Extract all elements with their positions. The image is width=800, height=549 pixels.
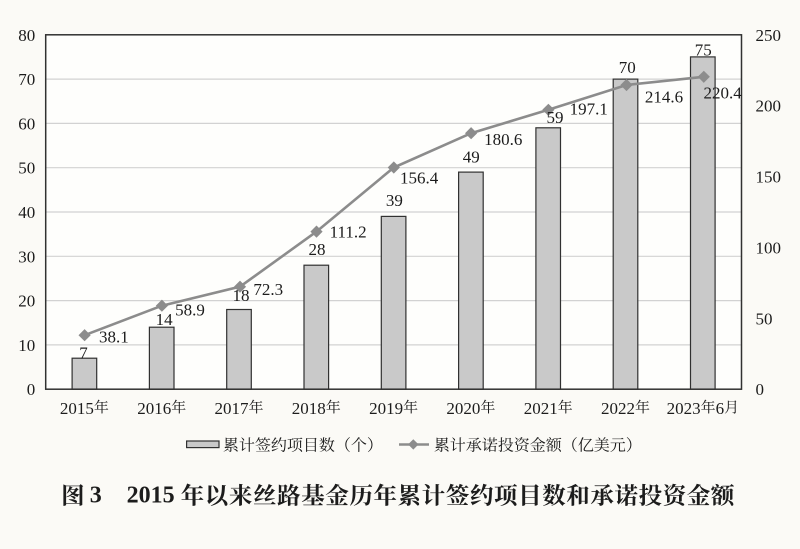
- svg-text:28: 28: [309, 240, 326, 259]
- svg-text:111.2: 111.2: [330, 223, 367, 242]
- svg-text:2019: 2019: [369, 399, 403, 418]
- svg-text:2022: 2022: [601, 399, 635, 418]
- svg-text:0: 0: [27, 380, 36, 399]
- svg-text:80: 80: [18, 26, 35, 45]
- svg-text:0: 0: [756, 380, 765, 399]
- svg-text:2023: 2023: [667, 399, 701, 418]
- svg-text:150: 150: [756, 168, 782, 187]
- svg-text:72.3: 72.3: [253, 280, 283, 299]
- svg-text:18: 18: [233, 286, 250, 305]
- svg-text:70: 70: [619, 58, 636, 77]
- svg-text:50: 50: [756, 309, 773, 328]
- svg-text:197.1: 197.1: [570, 100, 608, 119]
- svg-text:7: 7: [79, 343, 88, 362]
- svg-text:2017: 2017: [215, 399, 250, 418]
- svg-text:14: 14: [156, 310, 174, 329]
- svg-text:59: 59: [547, 108, 564, 127]
- svg-text:200: 200: [756, 97, 782, 116]
- svg-text:2018: 2018: [292, 399, 326, 418]
- svg-text:60: 60: [18, 114, 35, 133]
- svg-text:20: 20: [18, 292, 35, 311]
- svg-text:220.4: 220.4: [704, 83, 743, 102]
- svg-text:180.6: 180.6: [484, 130, 522, 149]
- svg-text:2016: 2016: [137, 399, 171, 418]
- svg-text:100: 100: [756, 238, 782, 257]
- svg-text:2020: 2020: [446, 399, 480, 418]
- svg-text:39: 39: [386, 191, 403, 210]
- svg-text:2015: 2015: [127, 483, 175, 509]
- svg-text:70: 70: [18, 70, 35, 89]
- svg-text:75: 75: [695, 40, 712, 59]
- svg-text:49: 49: [463, 148, 480, 167]
- svg-text:2015: 2015: [60, 399, 94, 418]
- svg-text:58.9: 58.9: [175, 300, 205, 319]
- svg-text:156.4: 156.4: [400, 168, 439, 187]
- svg-text:40: 40: [18, 203, 35, 222]
- svg-text:6: 6: [716, 399, 725, 418]
- svg-text:30: 30: [18, 247, 35, 266]
- svg-text:10: 10: [18, 336, 35, 355]
- svg-text:50: 50: [18, 159, 35, 178]
- svg-text:38.1: 38.1: [99, 327, 129, 346]
- svg-text:214.6: 214.6: [645, 88, 683, 107]
- svg-text:2021: 2021: [524, 399, 558, 418]
- svg-text:3: 3: [90, 483, 102, 509]
- svg-text:250: 250: [756, 26, 782, 45]
